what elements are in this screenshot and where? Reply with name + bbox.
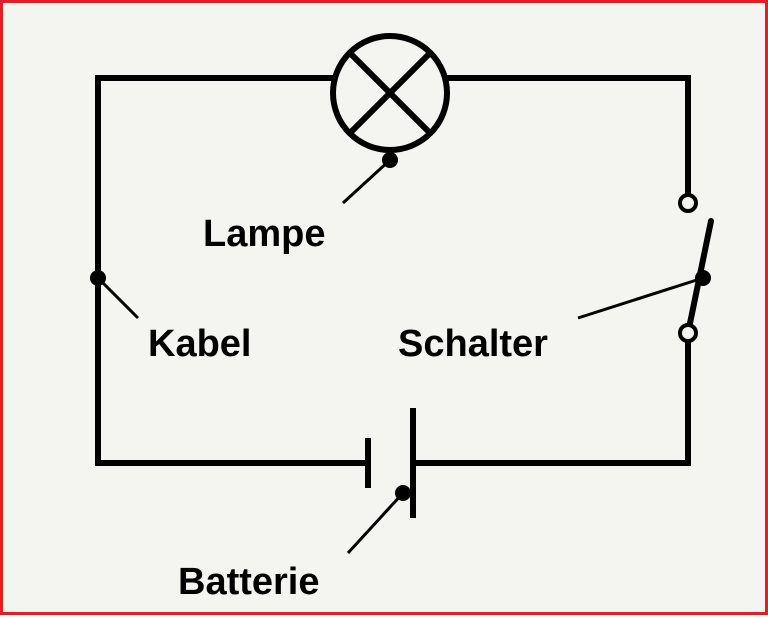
- label-battery: Batterie: [178, 561, 320, 604]
- circuit-svg: [3, 3, 768, 618]
- label-switch: Schalter: [398, 323, 548, 366]
- label-lamp: Lampe: [203, 213, 325, 256]
- diagram-frame: Lampe Kabel Schalter Batterie: [0, 0, 768, 615]
- label-cable: Kabel: [148, 323, 251, 366]
